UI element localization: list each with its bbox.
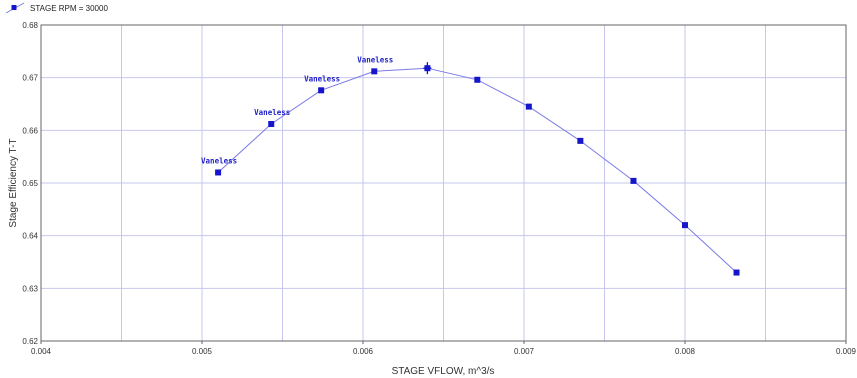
data-point	[268, 121, 275, 128]
data-point	[577, 137, 584, 144]
series-group	[215, 62, 740, 276]
data-point	[474, 76, 481, 83]
y-tick-label: 0.63	[22, 284, 38, 293]
annotation-label: Vaneless	[201, 156, 237, 165]
y-tick-label: 0.67	[22, 74, 38, 83]
legend: STAGE RPM = 30000	[5, 2, 108, 14]
annotation-label: Vaneless	[357, 55, 393, 64]
x-tick-label: 0.004	[31, 347, 52, 356]
annotations-group: Vaneless Vaneless Vaneless Vaneless	[201, 55, 393, 165]
data-point	[371, 68, 378, 75]
y-tick-label: 0.64	[22, 232, 38, 241]
plot-frame	[40, 24, 847, 342]
y-tick-label: 0.65	[22, 179, 38, 188]
legend-marker	[11, 5, 17, 10]
data-point	[630, 177, 637, 184]
y-axis-label: Stage Efficiency T-T	[8, 138, 19, 227]
data-point	[733, 269, 740, 276]
x-tick-label: 0.006	[353, 347, 374, 356]
y-tick-label: 0.68	[22, 21, 38, 30]
x-axis-label: STAGE VFLOW, m^3/s	[392, 366, 495, 377]
y-tick-label: 0.62	[22, 337, 38, 346]
y-tick-label: 0.66	[22, 126, 38, 135]
x-tick-label: 0.008	[675, 347, 696, 356]
data-point	[682, 222, 688, 229]
legend-label: STAGE RPM = 30000	[30, 4, 108, 13]
grid-lines	[41, 25, 846, 341]
annotation-label: Vaneless	[304, 74, 340, 83]
x-tick-label: 0.009	[836, 347, 857, 356]
data-point	[215, 169, 222, 176]
x-tick-label: 0.005	[192, 347, 213, 356]
annotation-label: Vaneless	[254, 108, 290, 117]
data-point	[525, 103, 532, 110]
x-tick-label: 0.007	[514, 347, 535, 356]
axis-ticks: 0.004 0.005 0.006 0.007 0.008 0.009 0.62 0.63 0.…	[22, 21, 856, 356]
data-point	[318, 87, 325, 94]
